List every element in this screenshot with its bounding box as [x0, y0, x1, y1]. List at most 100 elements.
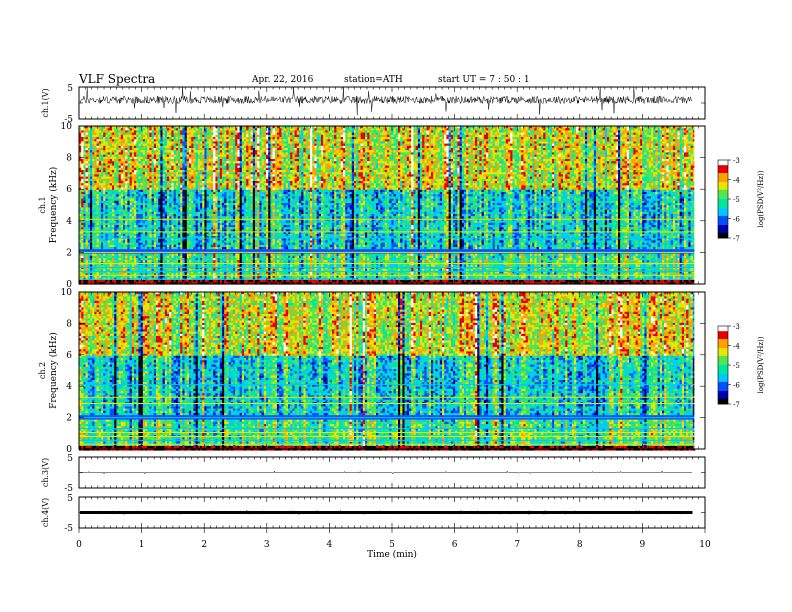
spectrogram-cell — [479, 132, 482, 135]
spectrogram-cell — [222, 130, 225, 133]
spectrogram-cell — [554, 137, 557, 140]
spectrogram-cell — [175, 143, 179, 146]
spectrogram-cell — [299, 126, 302, 129]
spectrogram-cell — [503, 159, 506, 162]
spectrogram-cell — [233, 134, 236, 138]
spectrogram-cell — [241, 156, 245, 160]
spectrogram-cell — [444, 134, 447, 138]
spectrogram-cell — [285, 137, 289, 140]
spectrogram-cell — [532, 150, 535, 153]
spectrogram-cell — [217, 143, 220, 146]
spectrogram-cell — [499, 141, 502, 144]
spectrogram-cell — [571, 161, 575, 164]
spectrogram-cell — [457, 134, 460, 138]
spectrogram-cell — [413, 137, 416, 140]
spectrogram-cell — [626, 137, 630, 140]
spectrogram-cell — [554, 161, 557, 164]
spectrogram-cell — [600, 132, 603, 135]
spectrogram-cell — [475, 126, 478, 129]
spectrogram-cell — [369, 161, 372, 164]
spectrogram-cell — [369, 139, 372, 142]
spectrogram-cell — [281, 148, 284, 151]
spectrogram-cell — [149, 128, 152, 131]
spectrogram-cell — [127, 161, 130, 164]
spectrogram-cell — [648, 152, 652, 155]
spectrogram-cell — [349, 145, 352, 149]
spectrogram-cell — [114, 134, 117, 138]
spectrogram-cell — [490, 132, 493, 135]
spectrogram-cell — [246, 132, 249, 135]
spectrogram-cell — [444, 128, 447, 131]
spectrogram-cell — [580, 150, 583, 153]
spectrogram-cell — [670, 132, 674, 135]
spectrogram-cell — [164, 145, 168, 149]
spectrogram-cell — [241, 139, 245, 142]
spectrogram-cell — [404, 156, 407, 160]
spectrogram-cell — [587, 134, 590, 138]
spectrogram-cell — [129, 139, 132, 142]
spectrogram-cell — [162, 132, 165, 135]
spectrogram-cell — [591, 161, 594, 164]
spectrogram-cell — [646, 161, 649, 164]
spectrogram-cell — [147, 130, 150, 133]
spectrogram-cell — [516, 128, 520, 131]
spectrogram-cell — [332, 137, 335, 140]
spectrogram-cell — [136, 154, 139, 157]
spectrogram-cell — [582, 132, 586, 135]
spectrogram-cell — [125, 159, 128, 162]
spectrogram-cell — [486, 132, 489, 135]
spectrogram-cell — [424, 156, 427, 160]
spectrogram-cell — [224, 128, 227, 131]
spectrogram-cell — [296, 143, 300, 146]
spectrogram-cell — [373, 130, 377, 133]
spectrogram-cell — [620, 148, 623, 151]
spectrogram-cell — [490, 128, 493, 131]
spectrogram-cell — [85, 134, 88, 138]
spectrogram-cell — [208, 161, 212, 164]
spectrogram-cell — [466, 141, 469, 144]
spectrogram-cell — [85, 159, 88, 162]
spectrogram-cell — [270, 150, 273, 153]
spectrogram-cell — [235, 143, 238, 146]
spectrogram-cell — [494, 156, 498, 160]
spectrogram-cell — [569, 152, 572, 155]
spectrogram-cell — [81, 137, 84, 140]
spectrogram-cell — [263, 137, 267, 140]
spectrogram-cell — [607, 152, 610, 155]
spectrogram-cell — [534, 137, 537, 140]
spectrogram-cell — [336, 148, 339, 151]
spectrogram-cell — [107, 163, 110, 166]
spectrogram-cell — [345, 150, 348, 153]
spectrogram-cell — [514, 141, 517, 144]
spectrogram-cell — [184, 154, 187, 157]
spectrogram-cell — [464, 137, 467, 140]
spectrogram-cell — [294, 126, 297, 129]
spectrogram-cell — [292, 145, 295, 149]
spectrogram-cell — [552, 145, 555, 149]
spectrogram-cell — [105, 150, 108, 153]
spectrogram-cell — [244, 161, 247, 164]
spectrogram-cell — [457, 139, 460, 142]
spectrogram-cell — [305, 150, 308, 153]
spectrogram-cell — [334, 156, 337, 160]
spectrogram-cell — [677, 145, 680, 149]
spectrogram-cell — [156, 134, 159, 138]
spectrogram-cell — [340, 161, 344, 164]
spectrogram-cell — [332, 126, 335, 129]
spectrogram-cell — [598, 130, 601, 133]
spectrogram-cell — [556, 126, 559, 129]
spectrogram-cell — [349, 134, 352, 138]
spectrogram-cell — [501, 141, 504, 144]
spectrogram-cell — [217, 152, 220, 155]
spectrogram-cell — [226, 126, 229, 129]
spectrogram-cell — [206, 145, 209, 149]
spectrogram-cell — [345, 156, 348, 160]
spectrogram-cell — [479, 126, 482, 129]
spectrogram-cell — [492, 132, 495, 135]
spectrogram-cell — [470, 141, 473, 144]
spectrogram-cell — [422, 145, 425, 149]
spectrogram-cell — [400, 134, 403, 138]
spectrogram-cell — [138, 161, 141, 164]
spectrogram-cell — [213, 161, 216, 164]
spectrogram-cell — [446, 141, 449, 144]
